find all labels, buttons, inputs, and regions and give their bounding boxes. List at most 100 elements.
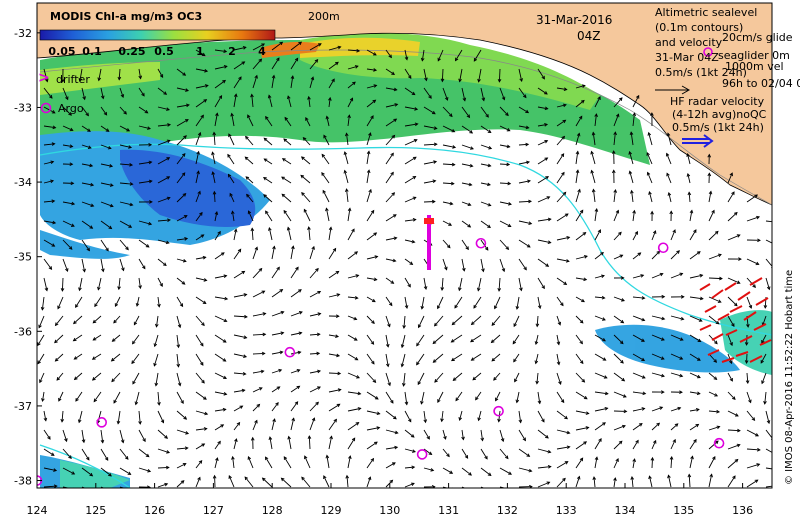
velocity-arrow-head: [337, 371, 342, 376]
velocity-arrow: [309, 77, 314, 89]
velocity-arrow-head: [85, 112, 89, 117]
velocity-arrow-head: [518, 419, 523, 424]
velocity-arrow-head: [49, 95, 53, 99]
velocity-arrow: [689, 251, 701, 260]
velocity-arrow-head: [230, 112, 234, 117]
velocity-arrow-head: [484, 246, 489, 251]
velocity-arrow-head: [69, 162, 74, 167]
velocity-arrow: [271, 418, 276, 431]
velocity-arrow: [670, 407, 681, 412]
velocity-arrow-head: [376, 426, 381, 430]
velocity-arrow: [301, 476, 311, 488]
velocity-arrow: [309, 401, 319, 412]
velocity-arrow-head: [233, 228, 238, 233]
velocity-arrow-head: [400, 363, 405, 368]
velocity-arrow: [247, 114, 254, 127]
velocity-arrow-head: [686, 172, 691, 177]
velocity-arrow-head: [353, 337, 358, 341]
velocity-arrow-head: [91, 356, 96, 360]
velocity-arrow: [442, 125, 455, 133]
velocity-arrow-head: [231, 455, 235, 460]
velocity-arrow: [309, 333, 320, 336]
velocity-arrow-head: [367, 476, 372, 481]
velocity-arrow: [176, 463, 186, 469]
velocity-arrow-head: [469, 130, 474, 134]
velocity-arrow: [114, 296, 121, 307]
velocity-arrow-head: [263, 158, 268, 162]
velocity-arrow: [404, 123, 418, 127]
x-tick-label: 127: [203, 504, 224, 517]
velocity-arrow: [195, 315, 205, 326]
velocity-arrow-head: [304, 455, 308, 460]
velocity-arrow-head: [89, 472, 94, 477]
velocity-arrow-head: [138, 75, 143, 80]
velocity-arrow-head: [224, 296, 229, 301]
velocity-arrow: [112, 334, 121, 342]
velocity-arrow-head: [310, 76, 315, 81]
velocity-arrow: [262, 477, 273, 488]
velocity-arrow: [119, 239, 129, 250]
velocity-arrow-head: [167, 218, 171, 222]
velocity-arrow: [232, 456, 235, 469]
velocity-arrow-head: [709, 473, 713, 478]
velocity-arrow: [347, 251, 358, 260]
velocity-arrow: [461, 201, 471, 206]
velocity-arrow-head: [37, 360, 41, 365]
velocity-arrow: [322, 190, 330, 203]
colorbar-tick-label: 4: [258, 45, 266, 58]
x-tick-label: 135: [673, 504, 694, 517]
velocity-arrow: [252, 387, 263, 393]
velocity-arrow: [290, 267, 299, 279]
velocity-arrow: [518, 106, 529, 113]
velocity-arrow: [651, 315, 665, 320]
velocity-arrow: [309, 313, 321, 317]
velocity-arrow: [491, 353, 501, 362]
velocity-arrow-head: [579, 319, 584, 324]
velocity-arrow-head: [433, 126, 438, 130]
velocity-arrow-head: [215, 457, 219, 462]
velocity-arrow-head: [714, 440, 719, 445]
velocity-arrow-head: [239, 405, 244, 409]
velocity-arrow-head: [86, 456, 90, 461]
velocity-arrow: [670, 229, 676, 241]
velocity-arrow: [537, 481, 550, 488]
velocity-arrow-head: [316, 351, 321, 356]
velocity-arrow: [765, 277, 770, 290]
velocity-arrow: [499, 125, 510, 132]
velocity-arrow-head: [412, 176, 417, 180]
velocity-arrow-head: [541, 418, 545, 423]
velocity-arrow: [518, 125, 529, 129]
velocity-arrow-head: [416, 361, 420, 366]
velocity-arrow: [252, 333, 266, 336]
velocity-arrow: [138, 467, 151, 472]
velocity-arrow-head: [719, 276, 723, 281]
velocity-arrow-head: [431, 199, 436, 204]
velocity-arrow: [651, 251, 660, 260]
velocity-arrow: [195, 296, 207, 304]
velocity-arrow: [176, 296, 184, 307]
velocity-arrow-head: [260, 369, 265, 374]
velocity-arrow: [575, 457, 584, 469]
velocity-arrow: [473, 49, 482, 62]
velocity-arrow-head: [357, 391, 362, 396]
velocity-arrow: [480, 258, 484, 272]
velocity-arrow: [480, 125, 492, 133]
velocity-arrow: [301, 192, 311, 203]
velocity-arrow-head: [590, 169, 594, 174]
velocity-arrow: [309, 246, 315, 260]
sealevel-contour: [39, 143, 772, 336]
velocity-arrow: [43, 410, 47, 421]
velocity-arrow: [403, 372, 406, 386]
velocity-arrow: [119, 182, 133, 185]
velocity-arrow: [746, 463, 760, 469]
velocity-arrow: [176, 68, 186, 76]
velocity-arrow-head: [370, 209, 375, 214]
velocity-arrow-head: [512, 340, 517, 345]
right-legend: Altimetric sealevel (0.1m contours) and …: [655, 6, 800, 148]
velocity-arrow: [214, 80, 226, 89]
velocity-arrow-head: [641, 296, 646, 300]
velocity-arrow-head: [659, 406, 664, 410]
velocity-arrow-head: [686, 152, 690, 157]
velocity-arrow-head: [135, 302, 140, 307]
velocity-arrow-head: [465, 246, 469, 251]
